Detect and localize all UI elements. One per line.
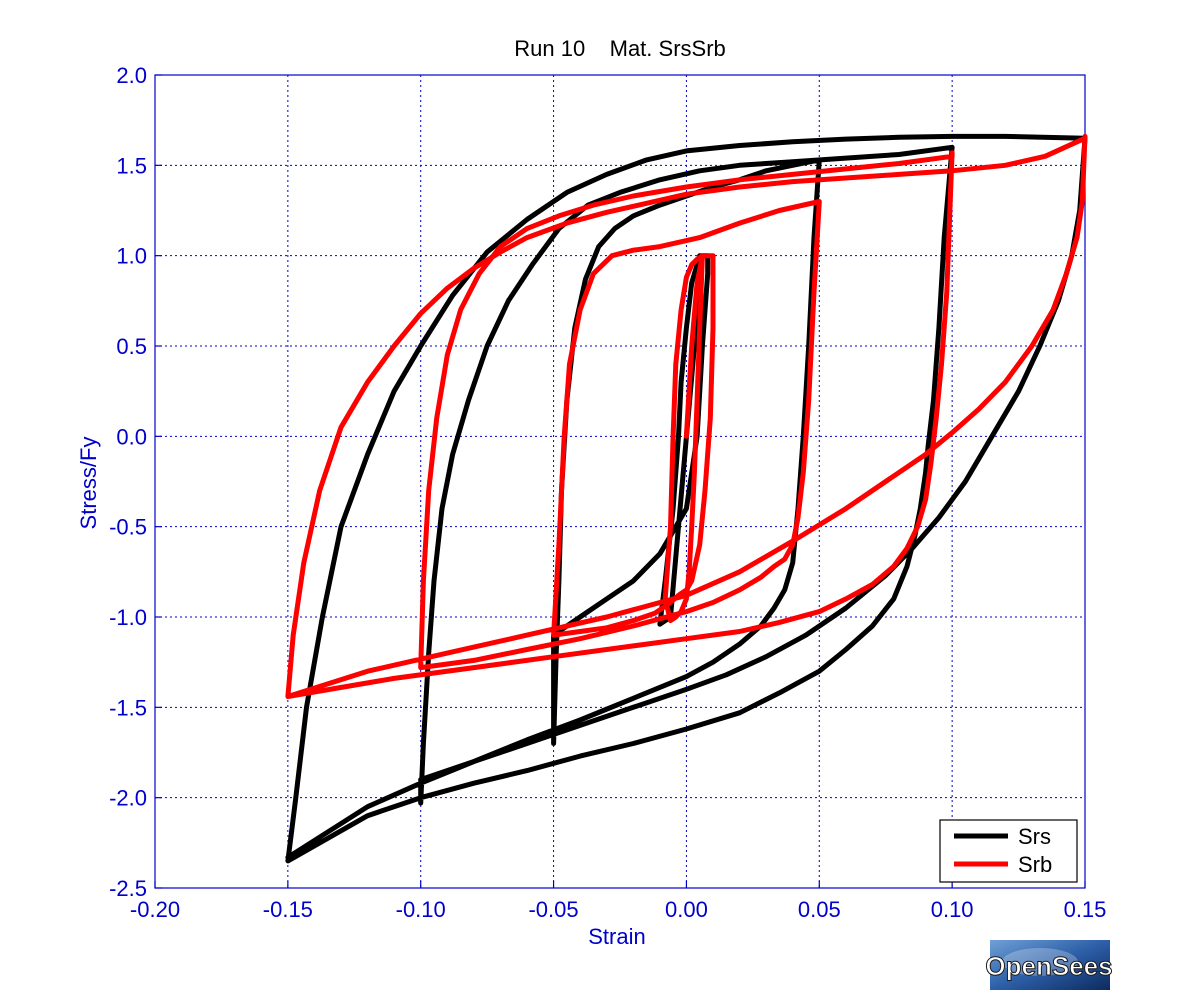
y-axis-label: Stress/Fy — [76, 437, 101, 530]
y-tick-label: 2.0 — [116, 63, 147, 88]
y-tick-label: -1.5 — [109, 695, 147, 720]
y-tick-label: -2.0 — [109, 786, 147, 811]
y-tick-label: 0.0 — [116, 424, 147, 449]
x-tick-label: -0.20 — [130, 897, 180, 922]
logo-text: OpenSees — [985, 951, 1112, 981]
series-lines — [285, 133, 1088, 864]
y-tick-label: -0.5 — [109, 515, 147, 540]
x-axis-ticks: -0.20 -0.15 -0.10 -0.05 0.00 0.05 0.10 0.15 — [130, 881, 1106, 922]
y-tick-label: 1.0 — [116, 244, 147, 269]
y-tick-label: -2.5 — [109, 876, 147, 901]
legend-label-srs: Srs — [1018, 824, 1051, 849]
x-tick-label: -0.05 — [528, 897, 578, 922]
x-tick-label: 0.00 — [665, 897, 708, 922]
y-tick-label: 1.5 — [116, 153, 147, 178]
x-tick-label: -0.10 — [396, 897, 446, 922]
series-line-srb — [285, 133, 1088, 699]
y-tick-label: 0.5 — [116, 334, 147, 359]
logo-background — [990, 940, 1110, 990]
opensees-logo: OpenSees — [985, 940, 1113, 990]
x-tick-label: -0.15 — [263, 897, 313, 922]
legend-box — [939, 819, 1078, 883]
logo-swirl — [1002, 948, 1078, 976]
y-axis-ticks: 2.0 1.5 1.0 0.5 0.0 -0.5 -1.0 -1.5 -2.0 -2.5 — [109, 63, 162, 901]
y-tick-label: -1.0 — [109, 605, 147, 630]
legend: Srs Srb — [939, 819, 1078, 883]
x-axis-label: Strain — [588, 924, 645, 949]
chart-title: Run 10 Mat. SrsSrb — [514, 36, 726, 61]
legend-label-srb: Srb — [1018, 852, 1052, 877]
x-tick-label: 0.15 — [1064, 897, 1107, 922]
plot-area-frame — [154, 74, 1086, 889]
x-tick-label: 0.10 — [931, 897, 974, 922]
series-line-srs — [285, 133, 1088, 864]
x-tick-label: 0.05 — [798, 897, 841, 922]
